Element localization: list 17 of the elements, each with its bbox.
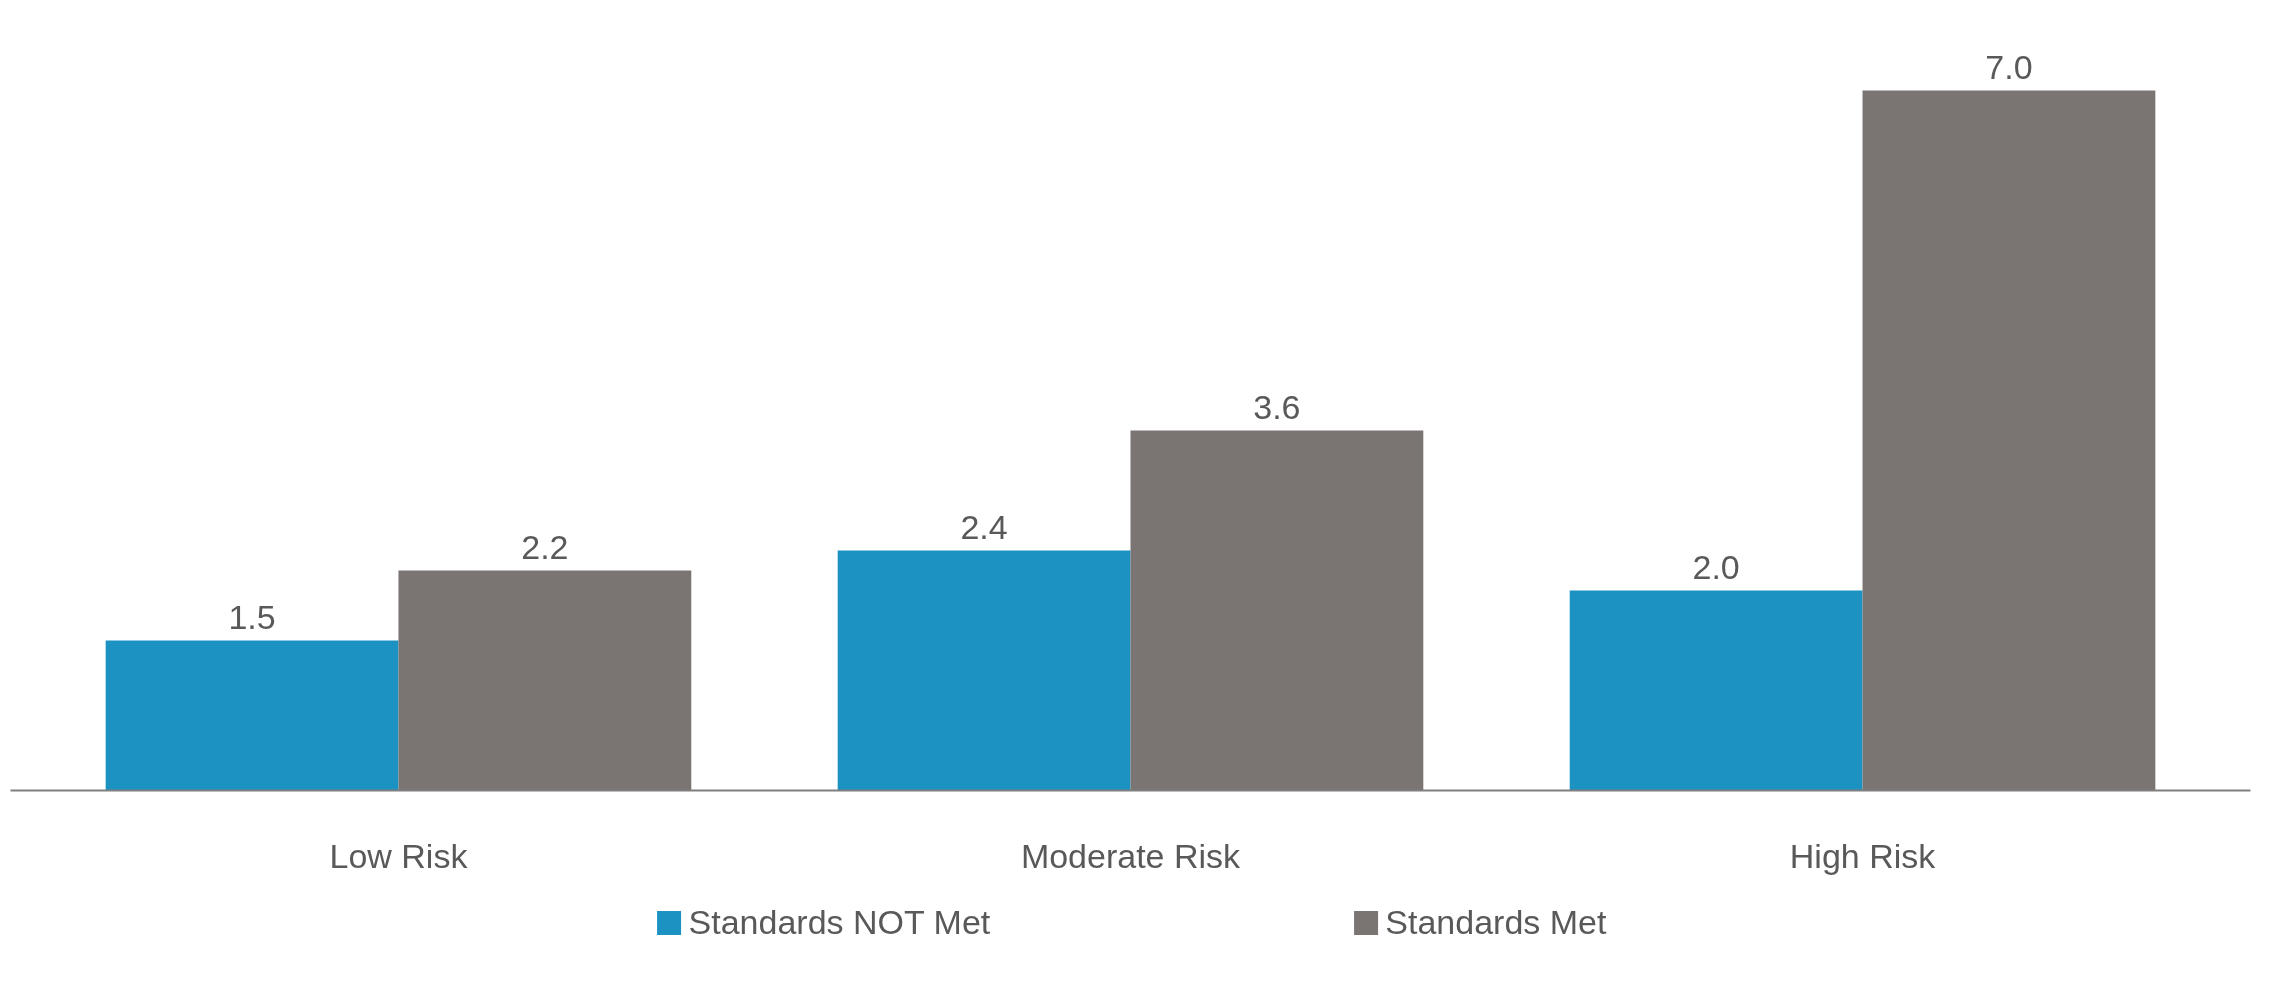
bar [837, 550, 1131, 791]
x-tick-label: Low Risk [329, 836, 469, 875]
bar [398, 570, 692, 791]
x-tick-label: High Risk [1789, 836, 1937, 875]
bar [1569, 590, 1863, 791]
data-label: 2.0 [1692, 547, 1740, 586]
data-label: 7.0 [1985, 47, 2033, 86]
bar [1130, 430, 1424, 791]
data-label: 3.6 [1253, 387, 1301, 426]
legend-label: Standards Met [1385, 902, 1607, 942]
x-tick-label: Moderate Risk [1020, 836, 1242, 875]
bar [105, 640, 399, 791]
bar [1862, 90, 2156, 791]
data-label: 2.4 [960, 507, 1008, 546]
data-label: 1.5 [228, 597, 276, 636]
data-label: 2.2 [521, 527, 569, 566]
legend-label: Standards NOT Met [688, 902, 991, 942]
